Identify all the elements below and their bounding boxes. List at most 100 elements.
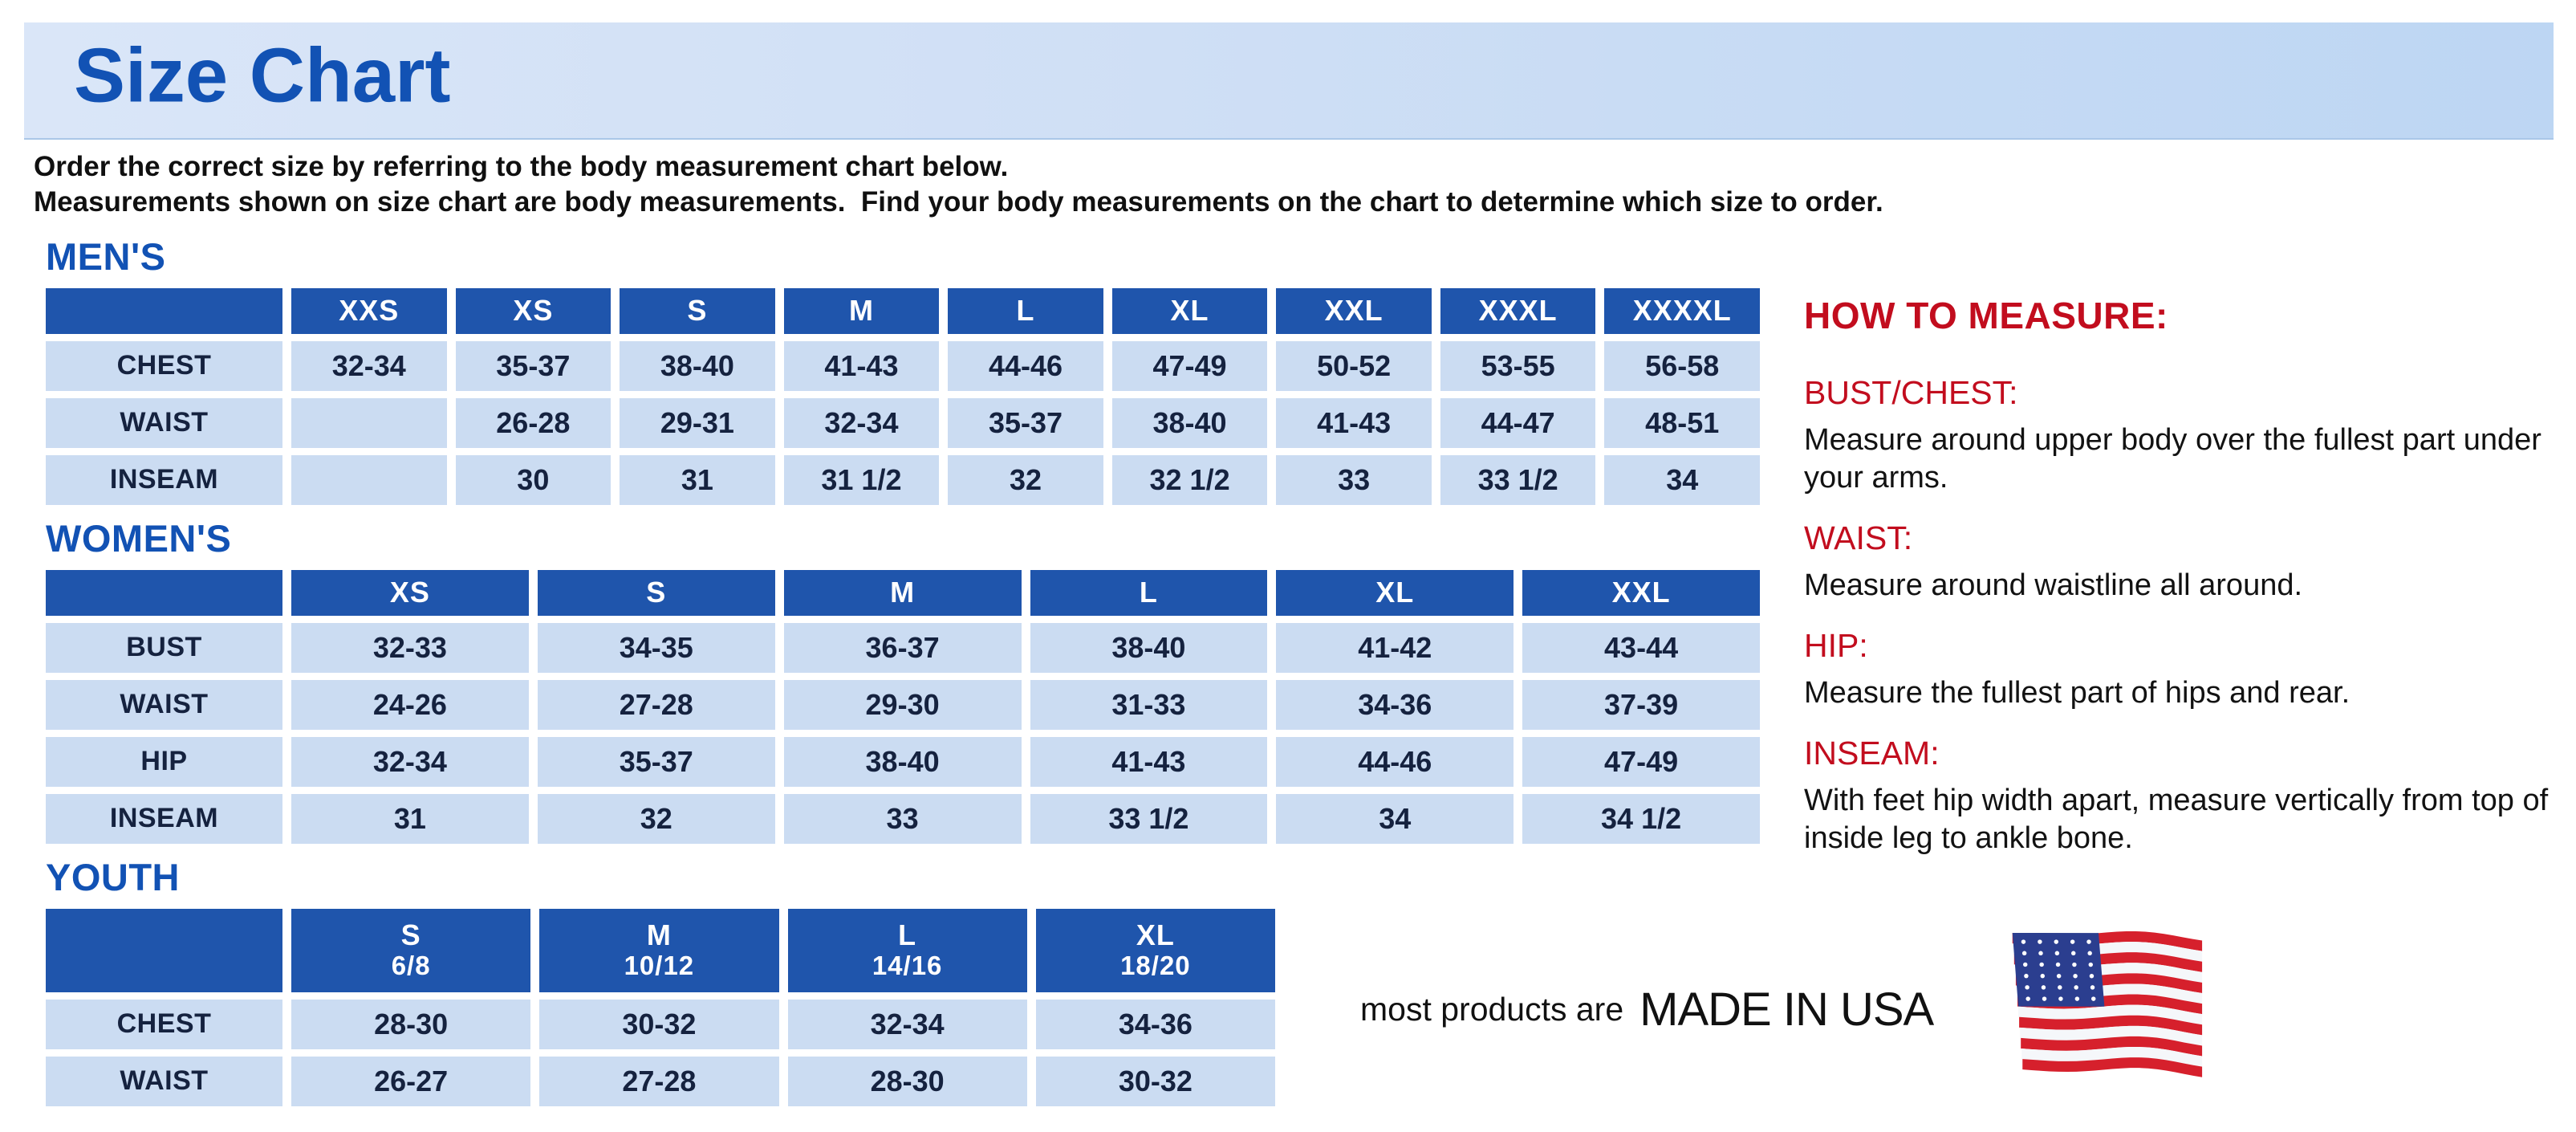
size-header-label: XXL xyxy=(1611,576,1671,609)
size-header-label: S xyxy=(400,918,421,952)
size-value-cell: 29-30 xyxy=(783,679,1022,730)
row-label-cell: WAIST xyxy=(46,679,282,730)
size-header-sublabel: 18/20 xyxy=(1120,951,1191,981)
size-corner-cell xyxy=(46,569,282,616)
size-value-cell: 38-40 xyxy=(783,736,1022,787)
flag-star xyxy=(2054,951,2060,955)
size-value-cell: 53-55 xyxy=(1440,340,1596,391)
flag-star xyxy=(2022,951,2027,955)
flag-star xyxy=(2089,974,2095,979)
flag-star xyxy=(2025,996,2031,1001)
size-value-cell: 33 1/2 xyxy=(1030,793,1268,844)
size-value-cell: 30-32 xyxy=(1035,1056,1275,1106)
size-value-cell: 29-31 xyxy=(620,397,775,448)
size-value-cell: 43-44 xyxy=(1522,622,1760,673)
size-value-cell: 34-36 xyxy=(1276,679,1514,730)
row-label-cell: CHEST xyxy=(46,340,282,391)
how-to-measure-heading: HOW TO MEASURE: xyxy=(1804,295,2168,336)
size-value-cell: 35-37 xyxy=(455,340,611,391)
size-value-cell: 32 xyxy=(537,793,775,844)
size-header-cell: S xyxy=(537,569,775,616)
mens-size-table: XXS XS S M L XL XXL XXXL XXXXL CHEST 32-34 35-37 38-… xyxy=(46,287,1760,505)
youth-section: YOUTH S 6/8 M 10/12 L 14/16 XL 18/20 CHEST 28-30 3… xyxy=(46,855,1763,1106)
flag-star xyxy=(2041,985,2046,990)
flag-star xyxy=(2057,974,2062,979)
size-header-cell: L xyxy=(1030,569,1268,616)
flag-star xyxy=(2087,951,2093,955)
size-value-cell: 41-43 xyxy=(783,340,940,391)
row-label-cell: BUST xyxy=(46,622,282,673)
flag-star xyxy=(2058,985,2062,990)
size-value-cell: 32-34 xyxy=(787,999,1027,1049)
size-value-cell: 38-40 xyxy=(1111,397,1268,448)
intro-line-2: Measurements shown on size chart are bod… xyxy=(34,186,1883,218)
measure-description: With feet hip width apart, measure verti… xyxy=(1804,784,2549,855)
flag-star xyxy=(2071,951,2076,955)
size-header-label: M xyxy=(848,294,874,328)
size-value-cell: 47-49 xyxy=(1111,340,1268,391)
size-header-sublabel: 14/16 xyxy=(872,951,943,981)
flag-star xyxy=(2074,985,2079,990)
size-value-cell: 30-32 xyxy=(539,999,779,1049)
made-in-usa-line: most products are MADE IN USA xyxy=(1360,931,2211,1085)
size-header-label: XXS xyxy=(339,294,400,328)
size-value-cell: 32-33 xyxy=(291,622,529,673)
youth-heading: YOUTH xyxy=(46,855,180,898)
flag-star xyxy=(2073,974,2078,979)
size-value-cell: 32 xyxy=(948,454,1103,505)
womens-heading: WOMEN'S xyxy=(46,516,232,560)
size-value-cell: 34 xyxy=(1604,454,1760,505)
row-label-cell: HIP xyxy=(46,736,282,787)
size-header-label: XL xyxy=(1136,918,1175,952)
size-value-cell: 32 1/2 xyxy=(1111,454,1268,505)
size-value-cell: 33 xyxy=(1276,454,1432,505)
womens-section: WOMEN'S XS S M L XL XXL BUST 32-33 34-35 36-37 38-… xyxy=(46,519,1763,844)
size-header-cell: S xyxy=(620,287,775,334)
size-header-cell: XS xyxy=(291,569,529,616)
size-header-cell: M xyxy=(783,569,1022,616)
size-value-cell: 36-37 xyxy=(783,622,1022,673)
size-value-cell: 38-40 xyxy=(620,340,775,391)
size-value-cell: 26-27 xyxy=(291,1056,531,1106)
flag-stripe xyxy=(2020,1025,2203,1046)
size-header-label: XXL xyxy=(1324,294,1383,328)
flag-star xyxy=(2054,939,2059,944)
flag-star xyxy=(2042,996,2047,1001)
size-value-cell: 50-52 xyxy=(1276,340,1432,391)
size-value-cell: 34 1/2 xyxy=(1522,793,1760,844)
flag-star xyxy=(2072,962,2077,967)
size-value-cell: 41-43 xyxy=(1030,736,1268,787)
size-value-cell: 32-34 xyxy=(291,340,447,391)
size-header-cell: M xyxy=(783,287,940,334)
flag-canton xyxy=(2012,933,2105,1007)
measure-description: Measure around waistline all around. xyxy=(1804,568,2303,602)
size-header-sublabel: 6/8 xyxy=(391,951,431,981)
size-header-label: XS xyxy=(389,576,430,609)
how-to-measure-items: BUST/CHEST: Measure around upper body ove… xyxy=(1804,374,2554,857)
size-value-cell: 27-28 xyxy=(539,1056,779,1106)
youth-size-table: S 6/8 M 10/12 L 14/16 XL 18/20 CHEST 28-30 30-32 32… xyxy=(46,908,1275,1106)
flag-star xyxy=(2056,962,2061,967)
size-value-cell: 26-28 xyxy=(455,397,611,448)
size-header-label: L xyxy=(1139,576,1158,609)
size-header-label: XL xyxy=(1170,294,1209,328)
size-value-cell: 35-37 xyxy=(948,397,1103,448)
size-value-cell: 44-46 xyxy=(948,340,1103,391)
flag-star xyxy=(2074,996,2080,1001)
size-value-cell: 44-47 xyxy=(1440,397,1596,448)
us-flag-icon xyxy=(1970,924,2211,1094)
size-header-label: S xyxy=(646,576,667,609)
flag-star xyxy=(2023,962,2028,967)
size-corner-cell xyxy=(46,908,282,992)
size-value-cell: 32-34 xyxy=(291,736,529,787)
size-value-cell: 34-36 xyxy=(1035,999,1275,1049)
size-header-label: L xyxy=(898,918,917,952)
flag-stripe xyxy=(2021,1036,2203,1057)
flag-stripe xyxy=(2019,1015,2203,1036)
size-value-cell: 28-30 xyxy=(291,999,531,1049)
flag-star xyxy=(2088,962,2094,967)
row-label-cell: WAIST xyxy=(46,397,282,448)
how-to-measure-panel: HOW TO MEASURE: BUST/CHEST: Measure aroun… xyxy=(1804,294,2554,880)
size-value-cell: 37-39 xyxy=(1522,679,1760,730)
size-header-cell: XL xyxy=(1111,287,1268,334)
